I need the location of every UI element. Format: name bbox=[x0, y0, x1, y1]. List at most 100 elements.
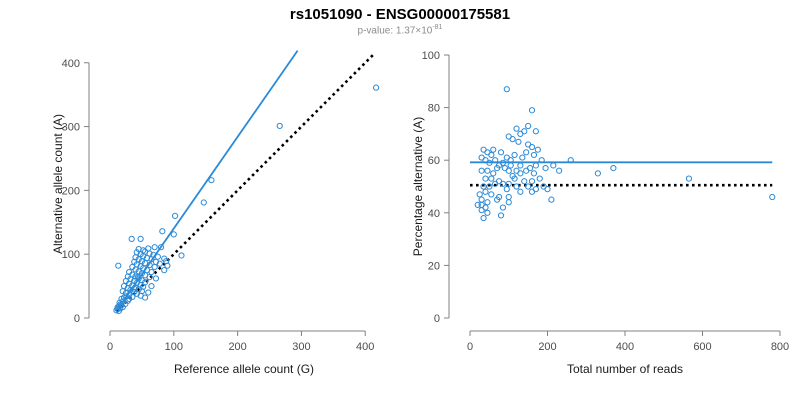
data-point bbox=[171, 212, 179, 220]
data-point bbox=[208, 177, 215, 184]
data-point bbox=[159, 228, 166, 235]
y-tick-label: 60 bbox=[428, 155, 440, 167]
data-point bbox=[505, 193, 512, 201]
data-point bbox=[492, 180, 499, 187]
data-point bbox=[521, 178, 528, 185]
data-point bbox=[135, 256, 142, 263]
data-point bbox=[528, 107, 536, 114]
data-point bbox=[513, 183, 520, 190]
data-point bbox=[523, 167, 530, 174]
data-point bbox=[131, 285, 138, 292]
p-value-exponent: -81 bbox=[432, 24, 443, 31]
y-tick-label: 40 bbox=[428, 208, 440, 220]
data-point bbox=[152, 275, 160, 282]
data-point bbox=[517, 162, 524, 169]
data-point bbox=[534, 146, 541, 153]
data-point bbox=[480, 183, 487, 190]
data-point bbox=[484, 167, 491, 174]
data-point bbox=[170, 231, 177, 238]
data-point bbox=[474, 201, 481, 209]
x-tick-label: 400 bbox=[356, 341, 374, 353]
y-tick-label: 400 bbox=[62, 58, 80, 70]
x-tick-label: 100 bbox=[165, 341, 183, 353]
data-point bbox=[488, 151, 495, 159]
data-point bbox=[494, 164, 501, 172]
data-point bbox=[119, 288, 126, 295]
p-value-subtitle: p-value: 1.37×10-81 bbox=[0, 24, 800, 36]
data-point bbox=[148, 256, 155, 263]
data-point bbox=[123, 293, 130, 300]
data-point bbox=[517, 188, 524, 195]
x-tick-label: 0 bbox=[467, 341, 473, 353]
data-point bbox=[200, 199, 207, 206]
y-tick-label: 20 bbox=[428, 260, 440, 272]
data-point bbox=[499, 159, 507, 166]
times-symbol: × bbox=[415, 25, 422, 37]
data-point bbox=[164, 262, 171, 269]
data-point bbox=[499, 204, 507, 211]
data-point bbox=[525, 183, 532, 190]
data-point bbox=[151, 244, 158, 251]
data-point bbox=[151, 263, 158, 271]
data-point bbox=[178, 252, 185, 259]
data-point bbox=[157, 244, 165, 251]
data-point bbox=[532, 128, 539, 135]
data-point bbox=[505, 180, 512, 187]
data-point bbox=[478, 207, 485, 214]
x-tick-label: 200 bbox=[538, 341, 556, 353]
data-point bbox=[148, 282, 155, 290]
data-point bbox=[146, 261, 153, 269]
data-point bbox=[542, 164, 549, 172]
data-point bbox=[145, 289, 152, 296]
y-tick-label: 80 bbox=[428, 103, 440, 115]
y-tick-label: 100 bbox=[62, 249, 80, 261]
data-point bbox=[519, 154, 526, 161]
y-tick-label: 0 bbox=[74, 313, 80, 325]
data-point bbox=[145, 245, 152, 252]
data-point bbox=[523, 149, 530, 156]
data-point bbox=[685, 175, 693, 182]
data-point bbox=[548, 196, 555, 203]
data-point bbox=[154, 253, 161, 260]
data-point bbox=[161, 267, 168, 274]
data-point bbox=[488, 175, 495, 182]
y-tick-label: 300 bbox=[62, 122, 80, 134]
data-point bbox=[515, 138, 522, 145]
panel-percentage-alternative: 0 200 400 600 800 0 20 40 60 80 100 Total number of… bbox=[411, 50, 789, 376]
panel-allele-counts: 0 100 200 300 400 0 100 200 300 400 Reference alle… bbox=[51, 50, 380, 376]
y-tick-label: 0 bbox=[434, 313, 440, 325]
data-point bbox=[550, 162, 557, 169]
x-tick-label: 200 bbox=[228, 341, 246, 353]
data-point bbox=[478, 196, 485, 203]
data-point bbox=[497, 149, 505, 156]
data-point bbox=[492, 157, 499, 164]
data-point bbox=[478, 167, 485, 174]
data-point bbox=[494, 196, 501, 203]
data-point bbox=[484, 199, 491, 206]
data-point bbox=[482, 188, 489, 195]
data-point bbox=[532, 162, 539, 169]
y-tick-label: 100 bbox=[422, 50, 440, 62]
data-point bbox=[528, 178, 536, 185]
data-point bbox=[115, 307, 123, 315]
data-point bbox=[486, 159, 493, 166]
data-point bbox=[507, 162, 514, 169]
data-point bbox=[138, 270, 146, 277]
null-expectation-line bbox=[115, 52, 376, 313]
data-point bbox=[276, 122, 283, 130]
data-point bbox=[503, 186, 510, 193]
data-point bbox=[769, 193, 776, 201]
data-point bbox=[482, 175, 489, 182]
data-point bbox=[156, 260, 163, 267]
data-point bbox=[530, 151, 538, 159]
data-point bbox=[488, 191, 495, 198]
data-point bbox=[490, 170, 497, 177]
data-point bbox=[476, 191, 483, 198]
p-value-prefix: p-value: 1.37 bbox=[357, 25, 416, 37]
data-point bbox=[544, 186, 551, 193]
data-point bbox=[505, 199, 512, 206]
y-axis-title: Percentage alternative (A) bbox=[411, 117, 425, 256]
data-point bbox=[146, 274, 153, 281]
data-point bbox=[146, 250, 153, 257]
